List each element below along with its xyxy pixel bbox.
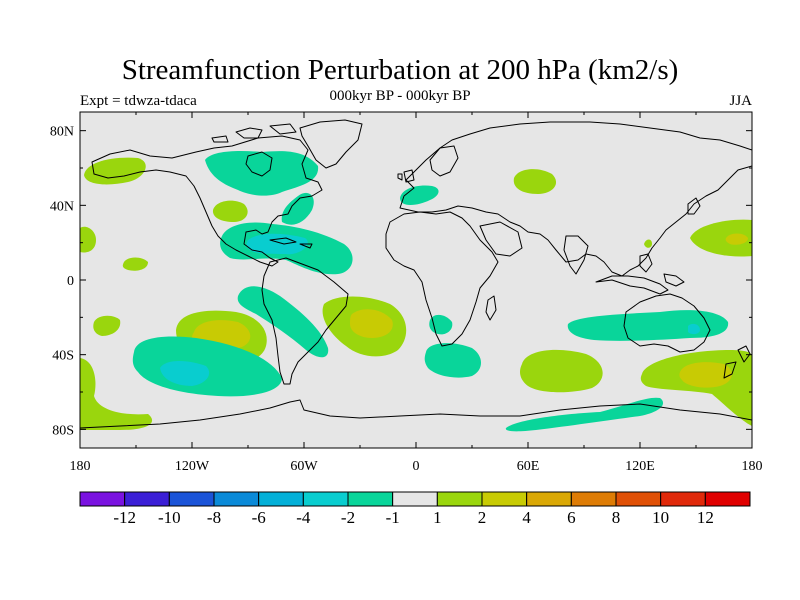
colorbar-swatch: [258, 491, 304, 507]
anomaly-negative: [205, 150, 319, 196]
coastline-british-isles: [397, 169, 415, 183]
anomaly-positive: [80, 226, 96, 253]
anomaly-negative: [281, 192, 314, 225]
axis-ticks: [79, 112, 753, 448]
colorbar-labels: -12 -10 -8 -6 -4 -2 -1 1 2 4 6 8 10 12: [113, 508, 714, 527]
anomaly-positive: [93, 315, 121, 336]
colorbar-label: -4: [296, 508, 311, 527]
coastline-new-zealand: [723, 345, 751, 379]
anomaly-positive: [122, 257, 148, 271]
anomaly-negative: [567, 310, 729, 341]
colorbar-swatch: [660, 491, 706, 507]
coastline-madagascar: [485, 295, 497, 321]
x-tick-label: 60W: [290, 459, 318, 474]
anomaly-negative: [237, 286, 329, 358]
anomaly-positive: [690, 219, 752, 257]
colorbar-label: 1: [433, 508, 442, 527]
y-tick-label: 80N: [50, 125, 74, 140]
x-tick-label: 120W: [175, 459, 210, 474]
anomaly-negative-core: [160, 361, 210, 386]
colorbar-label: 6: [567, 508, 576, 527]
x-tick-label: 180: [742, 459, 763, 474]
coastline-india: [563, 235, 589, 275]
colorbar-swatch: [704, 491, 751, 507]
colorbar-swatch: [302, 491, 349, 507]
y-tick-label: 80S: [52, 423, 74, 438]
anomaly-negative: [132, 336, 282, 397]
colorbar-swatch: [615, 491, 662, 507]
coastline-antarctica: [80, 399, 752, 429]
season-label: JJA: [729, 93, 752, 109]
coastline-japan: [687, 197, 701, 215]
colorbar-swatch: [436, 491, 483, 507]
colorbar: [79, 491, 751, 507]
anomaly-negative-core: [688, 323, 700, 335]
colorbar-label: -12: [113, 508, 136, 527]
coastline-arabia: [479, 221, 523, 257]
experiment-label: Expt = tdwza-tdaca: [80, 93, 197, 109]
colorbar-swatch: [79, 491, 126, 507]
anomaly-positive: [80, 358, 153, 430]
coastline-hudson-bay: [245, 151, 273, 177]
coastline-caribbean: [269, 237, 313, 249]
anomaly-positive: [513, 169, 557, 194]
colorbar-label: 2: [478, 508, 487, 527]
anomaly-positive: [644, 239, 652, 248]
colorbar-swatch: [392, 491, 438, 507]
colorbar-label: -8: [207, 508, 221, 527]
x-tick-label: 60E: [517, 459, 540, 474]
anomaly-positive-core: [350, 309, 393, 338]
y-axis-labels: 80N 40N 0 40S 80S: [50, 125, 74, 439]
colorbar-label: 10: [652, 508, 669, 527]
anomaly-negative-core: [246, 233, 308, 255]
colorbar-swatch: [570, 491, 617, 507]
x-axis-labels: 180 120W 60W 0 60E 120E 180: [70, 459, 763, 474]
colorbar-swatch: [481, 491, 528, 507]
x-tick-label: 120E: [625, 459, 655, 474]
coastline-australia: [623, 293, 711, 353]
colorbar-label: -2: [341, 508, 355, 527]
anomaly-positive: [84, 157, 146, 185]
y-tick-label: 0: [67, 274, 74, 289]
colorbar-label: -10: [158, 508, 181, 527]
coastline-scandinavia: [429, 145, 459, 177]
colorbar-swatch: [347, 491, 394, 507]
anomaly-fields: [80, 150, 752, 432]
colorbar-swatch: [124, 491, 170, 507]
colorbar-label: 4: [522, 508, 531, 527]
coastline-eurasia: [399, 121, 752, 277]
colorbar-swatch: [526, 491, 572, 507]
anomaly-negative: [400, 185, 439, 205]
chart-title: Streamfunction Perturbation at 200 hPa (…: [121, 54, 679, 86]
anomaly-positive-core: [679, 362, 732, 388]
plot-background: [80, 112, 752, 448]
y-tick-label: 40S: [52, 349, 74, 364]
colorbar-label: 12: [697, 508, 714, 527]
anomaly-positive: [212, 200, 248, 222]
coastlines: [80, 119, 752, 429]
colorbar-label: -1: [386, 508, 400, 527]
coastline-south-america: [261, 257, 349, 385]
colorbar-swatch: [213, 491, 260, 507]
anomaly-positive: [520, 349, 603, 393]
x-tick-label: 0: [413, 459, 420, 474]
anomaly-negative: [424, 343, 481, 378]
coastline-africa: [385, 211, 499, 347]
anomaly-negative: [505, 397, 664, 432]
coastline-indonesia: [595, 253, 685, 295]
chart-subtitle: 000kyr BP - 000kyr BP: [329, 88, 471, 104]
anomaly-positive-core: [725, 233, 748, 245]
colorbar-label: 8: [612, 508, 621, 527]
coastline-arctic-islands: [211, 123, 297, 143]
x-tick-label: 180: [70, 459, 91, 474]
coastline-greenland: [299, 119, 363, 169]
colorbar-swatch: [168, 491, 215, 507]
colorbar-label: -6: [252, 508, 266, 527]
y-tick-label: 40N: [50, 199, 74, 214]
